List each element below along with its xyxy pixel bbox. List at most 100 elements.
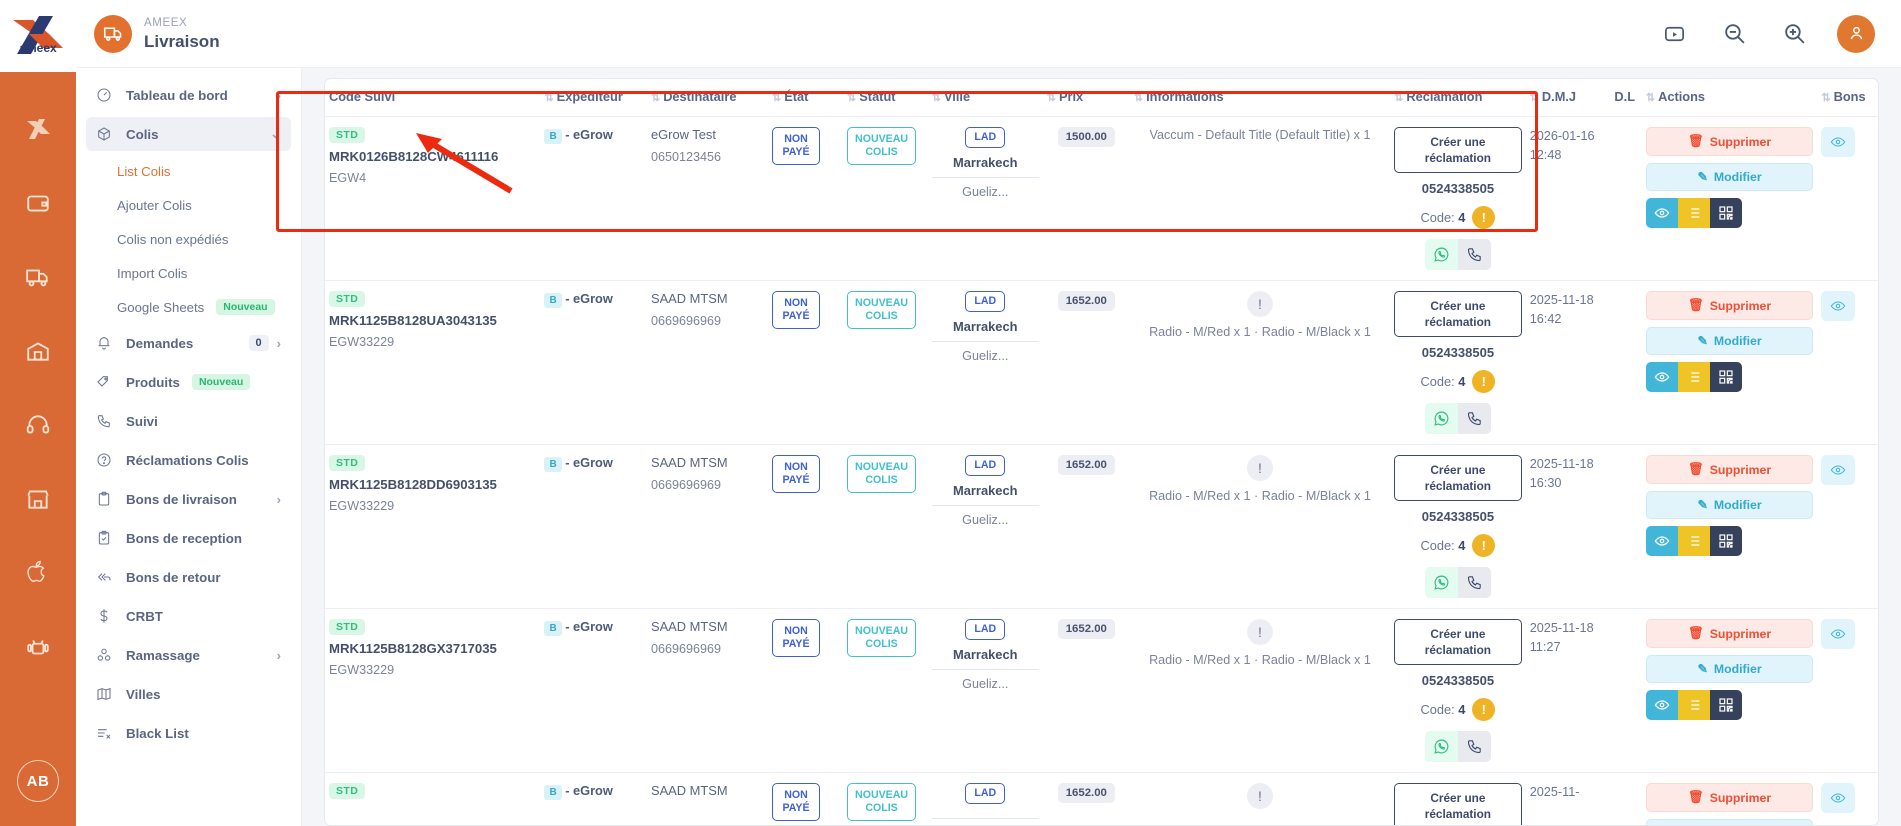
qr-code-icon[interactable] xyxy=(1709,362,1742,392)
sort-icon[interactable]: ⇅ xyxy=(1821,92,1830,104)
table-row[interactable]: STD MRK0126B8128CW4611116 EGW4 B - eGrow… xyxy=(325,116,1878,281)
list-icon[interactable] xyxy=(1677,690,1710,720)
list-icon[interactable] xyxy=(1677,526,1710,556)
col-expediteur[interactable]: ⇅ Expéditeur xyxy=(540,79,647,117)
col-reclamation[interactable]: ⇅ Réclamation xyxy=(1390,79,1526,117)
warehouse-icon[interactable] xyxy=(11,324,65,378)
modifier-button[interactable]: ✎Modifier xyxy=(1645,655,1814,683)
creer-reclamation-button[interactable]: Créer une réclamation xyxy=(1394,619,1522,665)
headset-icon[interactable] xyxy=(11,398,65,452)
rail-user[interactable]: AB xyxy=(17,760,59,802)
etat-badge[interactable]: NON PAYÉ xyxy=(772,127,820,165)
statut-badge[interactable]: NOUVEAU COLIS xyxy=(847,783,917,821)
zoom-out-icon[interactable] xyxy=(1717,17,1751,51)
list-icon[interactable] xyxy=(1677,198,1710,228)
sidebar-item-crbt[interactable]: CRBT xyxy=(86,599,291,633)
modifier-button[interactable]: ✎Modifier xyxy=(1645,491,1814,519)
sidebar-subitem-google-sheets[interactable]: Google Sheets Nouveau xyxy=(86,292,291,322)
etat-badge[interactable]: NON PAYÉ xyxy=(772,619,820,657)
col-etat[interactable]: ⇅ État xyxy=(768,79,843,117)
user-initials-avatar[interactable]: AB xyxy=(17,760,59,802)
creer-reclamation-button[interactable]: Créer une réclamation xyxy=(1394,783,1522,825)
sort-icon[interactable]: ⇅ xyxy=(847,92,856,104)
sort-icon[interactable]: ⇅ xyxy=(1394,92,1403,104)
sidebar-item-reclamations-colis[interactable]: Réclamations Colis xyxy=(86,443,291,477)
bons-view-icon[interactable] xyxy=(1821,455,1856,485)
col-dmj[interactable]: ⇅ D.M.J xyxy=(1526,79,1611,117)
info-icon[interactable]: ! xyxy=(1247,783,1273,809)
bons-view-icon[interactable] xyxy=(1821,127,1856,157)
sort-icon[interactable]: ⇅ xyxy=(1529,92,1539,104)
whatsapp-icon[interactable] xyxy=(1424,239,1458,270)
sidebar-item-produits[interactable]: Produits Nouveau xyxy=(86,365,291,399)
warning-icon[interactable]: ! xyxy=(1472,206,1496,229)
sidebar-item-bons-de-livraison[interactable]: Bons de livraison › xyxy=(86,482,291,516)
warning-icon[interactable]: ! xyxy=(1472,370,1496,393)
sidebar-subitem-ajouter-colis[interactable]: Ajouter Colis xyxy=(117,197,192,213)
info-icon[interactable]: ! xyxy=(1247,455,1273,481)
sidebar-item-demandes[interactable]: Demandes 0 › xyxy=(86,326,291,360)
call-icon[interactable] xyxy=(1457,731,1491,762)
view-icon[interactable] xyxy=(1645,526,1678,556)
sort-icon[interactable]: ⇅ xyxy=(1046,92,1056,104)
sidebar-item-villes[interactable]: Villes xyxy=(86,677,291,711)
col-statut[interactable]: ⇅ Statut xyxy=(843,79,928,117)
col-ville[interactable]: ⇅ Ville xyxy=(928,79,1043,117)
tracking-code[interactable]: MRK1125B8128DD6903135 xyxy=(329,477,497,492)
col-bons[interactable]: ⇅ Bons xyxy=(1817,79,1878,117)
statut-badge[interactable]: NOUVEAU COLIS xyxy=(847,291,917,329)
android-icon[interactable] xyxy=(11,620,65,674)
bons-view-icon[interactable] xyxy=(1821,291,1856,321)
warning-icon[interactable]: ! xyxy=(1472,534,1496,557)
sidebar-item-tableau-de-bord[interactable]: Tableau de bord › xyxy=(86,78,291,112)
bons-view-icon[interactable] xyxy=(1821,619,1856,649)
call-icon[interactable] xyxy=(1457,403,1491,434)
wallet-icon[interactable] xyxy=(11,176,65,230)
table-row[interactable]: STD MRK1125B8128DD6903135 EGW33229 B - e… xyxy=(325,444,1878,609)
video-play-icon[interactable] xyxy=(1657,17,1691,51)
supprimer-button[interactable]: 🗑 Supprimer xyxy=(1645,291,1814,320)
qr-code-icon[interactable] xyxy=(1709,198,1742,228)
call-icon[interactable] xyxy=(1457,239,1491,270)
avatar[interactable] xyxy=(1837,14,1875,53)
info-icon[interactable]: ! xyxy=(1247,291,1273,317)
etat-badge[interactable]: NON PAYÉ xyxy=(772,455,820,493)
col-code-suivi[interactable]: Code Suivi xyxy=(325,79,540,117)
etat-badge[interactable]: NON PAYÉ xyxy=(772,783,820,821)
statut-badge[interactable]: NOUVEAU COLIS xyxy=(847,619,917,657)
modifier-button[interactable]: ✎Modifier xyxy=(1645,163,1814,191)
col-informations[interactable]: ⇅ Informations xyxy=(1130,79,1390,117)
col-dl[interactable]: D.L xyxy=(1610,79,1641,117)
table-row[interactable]: STD MRK1125B8128UA3043135 EGW33229 B - e… xyxy=(325,280,1878,445)
apple-icon[interactable] xyxy=(11,546,65,600)
qr-code-icon[interactable] xyxy=(1709,526,1742,556)
creer-reclamation-button[interactable]: Créer une réclamation xyxy=(1394,455,1522,501)
creer-reclamation-button[interactable]: Créer une réclamation xyxy=(1394,291,1522,337)
statut-badge[interactable]: NOUVEAU COLIS xyxy=(847,455,917,493)
sidebar-item-colis[interactable]: Colis ⌄ xyxy=(86,117,291,151)
list-icon[interactable] xyxy=(1677,362,1710,392)
zoom-in-icon[interactable] xyxy=(1777,17,1811,51)
view-icon[interactable] xyxy=(1645,362,1678,392)
supprimer-button[interactable]: 🗑 Supprimer xyxy=(1645,783,1814,812)
info-icon[interactable]: ! xyxy=(1247,619,1273,645)
qr-code-icon[interactable] xyxy=(1709,690,1742,720)
sort-icon[interactable]: ⇅ xyxy=(931,92,941,104)
sidebar-subitem-colis-non-expedies[interactable]: Colis non expédiés xyxy=(117,231,229,247)
tracking-code[interactable]: MRK1125B8128UA3043135 xyxy=(329,313,497,328)
view-icon[interactable] xyxy=(1645,198,1678,228)
modifier-button[interactable]: ✎Modifier xyxy=(1645,819,1814,825)
truck-icon[interactable] xyxy=(11,250,65,304)
sidebar-subitem-import-colis[interactable]: Import Colis xyxy=(117,265,188,281)
bons-view-icon[interactable] xyxy=(1821,783,1856,813)
sidebar-item-bons-de-reception[interactable]: Bons de reception xyxy=(86,521,291,555)
sort-icon[interactable]: ⇅ xyxy=(1645,92,1655,104)
store-icon[interactable] xyxy=(11,472,65,526)
tracking-code[interactable]: MRK0126B8128CW4611116 xyxy=(329,149,499,164)
table-row[interactable]: STD B - eGrow SAAD MTSM NON PAYÉ NOUVEAU C… xyxy=(325,772,1878,825)
sort-icon[interactable]: ⇅ xyxy=(544,92,553,104)
supprimer-button[interactable]: 🗑 Supprimer xyxy=(1645,455,1814,484)
ameex-mark-icon[interactable] xyxy=(11,102,65,156)
sidebar-item-suivi[interactable]: Suivi xyxy=(86,404,291,438)
sidebar-subitem-list-colis[interactable]: List Colis xyxy=(117,163,171,179)
